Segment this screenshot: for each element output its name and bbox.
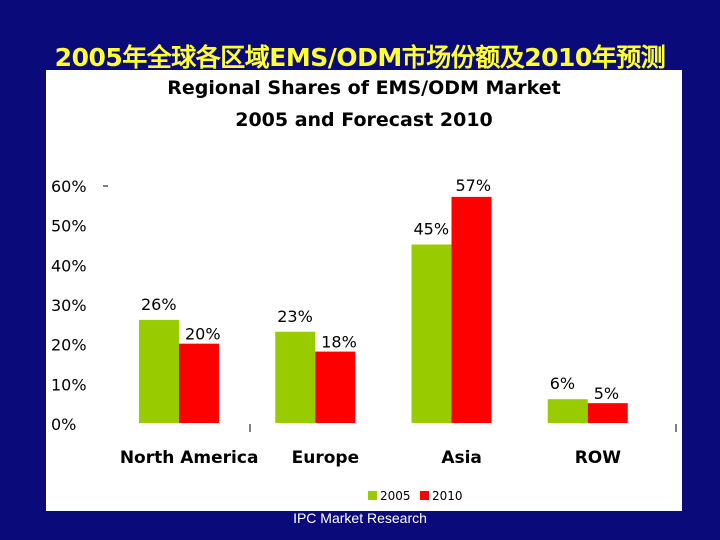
bar-chart: Regional Shares of EMS/ODM Market 2005 a… <box>51 77 677 503</box>
bar <box>587 403 628 423</box>
legend-label: 2005 <box>380 489 411 503</box>
chart-panel: Regional Shares of EMS/ODM Market 2005 a… <box>46 70 682 511</box>
bar-data-label: 45% <box>414 220 450 239</box>
y-tick-label: 30% <box>51 296 87 315</box>
bar <box>315 351 356 423</box>
chart-subtitle: 2005 and Forecast 2010 <box>235 109 493 131</box>
y-tick-label: 10% <box>51 375 87 394</box>
bar-data-label: 20% <box>185 325 221 344</box>
y-tick-label: 20% <box>51 336 87 355</box>
y-tick-label: 50% <box>51 217 87 236</box>
bar <box>139 319 179 423</box>
category-label: Europe <box>292 448 359 468</box>
bar <box>451 196 492 423</box>
y-tick-label: 0% <box>51 415 76 434</box>
legend-label: 2010 <box>432 489 463 503</box>
category-label: Asia <box>441 448 482 468</box>
bar-data-label: 57% <box>456 176 492 195</box>
bar-data-label: 5% <box>594 384 619 403</box>
bar <box>179 343 219 423</box>
bar <box>547 399 588 423</box>
chart-title: Regional Shares of EMS/ODM Market <box>167 77 560 99</box>
bar-data-label: 26% <box>141 295 177 314</box>
slide-title: 2005年全球各区域EMS/ODM市场份额及2010年预测 <box>54 43 666 72</box>
category-label: North America <box>120 448 259 468</box>
legend-swatch <box>368 491 377 500</box>
y-tick-label: 40% <box>51 256 87 275</box>
source-caption: IPC Market Research <box>293 510 427 526</box>
y-tick-label: 60% <box>51 177 87 196</box>
bar-data-label: 6% <box>550 374 575 393</box>
legend-swatch <box>420 491 429 500</box>
bar-data-label: 18% <box>321 333 357 352</box>
category-label: ROW <box>575 448 622 468</box>
bar-data-label: 23% <box>277 307 313 326</box>
bar <box>275 331 316 423</box>
bar <box>411 244 452 423</box>
